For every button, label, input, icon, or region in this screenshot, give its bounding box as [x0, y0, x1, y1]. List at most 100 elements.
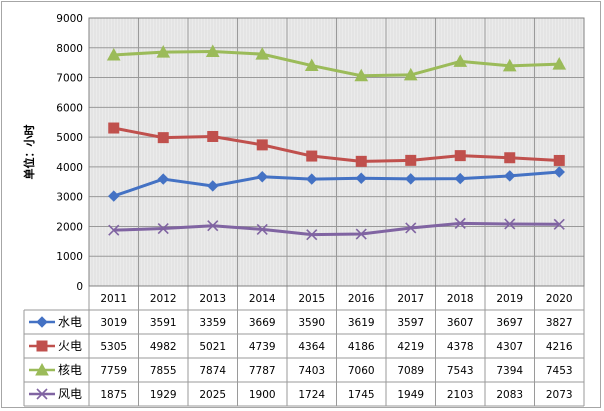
table-cell: 4364 [298, 341, 325, 353]
data-point-stroke [454, 217, 466, 229]
x-tick-label: 2020 [546, 293, 573, 305]
x-tick-label: 2017 [397, 293, 424, 305]
x-tick-label: 2014 [249, 293, 276, 305]
table-cell: 2073 [546, 389, 573, 401]
data-point-stroke [36, 388, 48, 400]
data-point [553, 154, 565, 166]
data-point [108, 122, 120, 134]
data-point [553, 166, 565, 178]
data-point-stroke [108, 224, 120, 236]
table-cell: 5305 [100, 341, 127, 353]
table-cell: 4307 [496, 341, 523, 353]
data-point [106, 47, 121, 61]
data-point-stroke [157, 222, 169, 235]
table-cell: 7453 [546, 365, 573, 377]
y-tick-label: 5000 [56, 132, 83, 144]
table-cell: 2083 [496, 389, 523, 401]
x-tick-label: 2016 [348, 293, 375, 305]
data-point [504, 170, 516, 182]
table-cell: 5021 [199, 341, 226, 353]
table-cell: 1929 [150, 389, 177, 401]
data-point [108, 224, 120, 236]
y-tick-label: 9000 [56, 13, 83, 25]
table-cell: 4739 [249, 341, 276, 353]
y-tick-label: 4000 [56, 162, 83, 174]
y-tick-label: 0 [76, 281, 83, 293]
y-tick-label: 1000 [56, 251, 83, 263]
data-point [405, 173, 417, 185]
data-point [207, 130, 219, 142]
data-point [157, 222, 169, 235]
table-cell: 1949 [397, 389, 424, 401]
table-cell: 4378 [447, 341, 474, 353]
data-point [454, 150, 466, 162]
data-point [205, 44, 220, 58]
x-tick-label: 2011 [100, 293, 127, 305]
data-point [306, 173, 318, 185]
legend-label: 水电 [58, 315, 82, 329]
legend-key [29, 362, 55, 376]
table-cell: 4216 [546, 341, 573, 353]
data-point-stroke [306, 229, 318, 241]
data-point [157, 132, 169, 144]
data-point [502, 58, 517, 72]
data-point [35, 362, 49, 376]
table-cell: 7787 [249, 365, 276, 377]
data-point [403, 67, 418, 81]
data-point [454, 172, 466, 185]
table-cell: 3597 [397, 317, 424, 329]
data-point [36, 316, 48, 328]
table-cell: 4186 [348, 341, 375, 353]
table-cell: 1875 [100, 389, 127, 401]
y-tick-label: 6000 [56, 102, 83, 114]
series-lines [106, 44, 567, 241]
data-point-stroke [504, 218, 516, 230]
data-point [553, 218, 565, 230]
table-cell: 3697 [496, 317, 523, 329]
legend-key [29, 340, 55, 352]
data-table: 2011 2012 2013 2014 2015 2016 2017 2018 2019 2020… [23, 293, 584, 407]
legend-label: 风电 [58, 387, 82, 401]
data-point [354, 68, 369, 82]
series-markers [108, 217, 565, 241]
data-point-stroke [256, 223, 268, 235]
data-point [256, 223, 268, 235]
table-cell: 7394 [496, 365, 523, 377]
data-point-stroke [207, 220, 219, 232]
series-markers [108, 166, 565, 202]
table-cell: 3359 [199, 317, 226, 329]
data-point [304, 58, 319, 72]
series-line [113, 221, 560, 237]
data-point [306, 229, 318, 241]
data-point [207, 180, 219, 192]
plot-border [88, 17, 585, 287]
data-point [552, 57, 567, 70]
data-point [36, 388, 48, 400]
legend-key [29, 316, 55, 328]
series-line [113, 170, 560, 198]
data-point [405, 222, 417, 234]
y-axis-ticks: 0 1000 2000 3000 4000 5000 6000 7000 8000 9000 [56, 13, 83, 293]
data-point [504, 218, 516, 230]
table-cell: 3669 [249, 317, 276, 329]
series-markers [108, 122, 565, 167]
series-line [113, 126, 560, 163]
y-tick-label: 3000 [56, 192, 83, 204]
table-cell: 7089 [397, 365, 424, 377]
data-point [453, 54, 468, 67]
legend-label: 核电 [58, 363, 82, 377]
table-cell: 7060 [348, 365, 375, 377]
data-point [157, 173, 169, 185]
table-cell: 3827 [546, 317, 573, 329]
data-point [355, 172, 367, 184]
legend-label: 火电 [58, 339, 82, 353]
data-point-stroke [355, 228, 367, 240]
table-cell: 7874 [199, 365, 226, 377]
table-cell: 7759 [100, 365, 127, 377]
table-cell: 2103 [447, 389, 474, 401]
data-point [504, 152, 516, 164]
data-point [36, 340, 48, 352]
table-cell: 7543 [447, 365, 474, 377]
